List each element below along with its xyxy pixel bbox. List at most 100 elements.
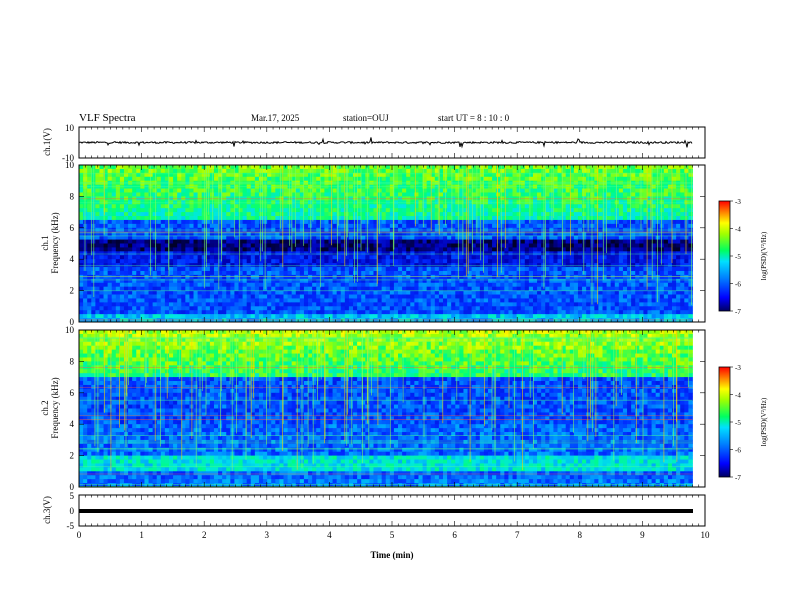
spectrogram-cell [471,208,477,213]
spectrogram-cell [479,219,485,225]
spectrogram-cell [136,192,141,197]
spectrogram-cell [684,172,689,178]
spectrogram-cell [209,212,215,217]
spectrogram-cell [111,231,117,237]
spectrogram-cell [561,259,567,264]
spectrogram-cell [410,192,415,197]
spectrogram-cell [83,274,88,280]
spectrogram-cell [627,255,632,260]
spectrogram-cell [160,263,166,268]
spectrogram-cell [107,239,113,244]
spectrogram-cell [283,212,288,217]
spectrogram-cell [222,208,227,213]
spectrogram-cell [181,188,186,193]
spectrogram-cell [561,180,567,186]
spectrogram-cell [545,282,550,288]
spectrogram-cell [647,180,652,186]
spectrogram-cell [610,235,616,240]
spectrogram-cell [267,286,272,292]
spectrogram-cell [115,290,121,295]
spectrogram-cell [254,239,260,244]
spectrogram-cell [357,278,362,284]
spectrogram-cell [357,212,362,217]
spectrogram-cell [226,200,231,205]
spectrogram-cell [414,263,419,268]
spectrogram-cell [447,188,452,193]
spectrogram-cell [667,219,673,225]
spectrogram-cell [512,290,518,295]
spectrogram-cell [594,192,599,197]
spectrogram-cell [516,188,522,193]
spectrogram-cell [140,188,145,193]
spectrogram-cell [103,235,109,240]
spectrogram-cell [537,274,542,280]
spectrogram-cell [164,239,170,244]
spectrogram-cell [443,278,448,284]
spectrogram-cell [140,200,145,205]
spectrogram-cell [631,176,636,182]
spectrogram-cell [618,274,624,280]
spectrogram-cell [308,180,313,186]
spectrogram-cell [209,219,215,225]
spectrogram-cell [291,243,297,248]
spectrogram-cell [549,223,554,229]
spectrogram-cell [496,278,501,284]
spectrogram-cell [373,223,378,229]
spectrogram-cell [230,251,235,256]
spectrogram-cell [308,290,313,295]
spectrogram-cell [471,192,477,197]
spectrogram-cell [541,172,546,178]
spectrogram-cell [369,235,374,240]
spectrogram-cell [271,235,276,240]
spectrogram-cell [373,243,378,248]
spectrogram-cell [308,204,313,209]
spectrogram-cell [353,263,358,268]
spectrogram-cell [246,286,252,292]
spectrogram-cell [185,278,190,284]
spectrogram-cell [500,290,505,295]
spectrogram-cell [667,204,673,209]
spectrogram-cell [275,259,280,264]
spectrogram-cell [492,168,497,174]
spectrogram-cell [238,282,243,288]
spectrogram-cell [185,231,190,237]
spectrogram-cell [295,168,301,174]
spectrogram-cell [181,294,186,299]
spectrogram-cell [271,180,276,186]
spectrogram-cell [344,286,350,292]
spectrogram-cell [406,255,411,260]
spectrogram-cell [275,270,280,276]
spectrogram-cell [606,263,612,268]
spectrogram-cell [569,243,575,248]
spectrogram-cell [209,286,215,292]
spectrogram-cell [218,286,223,292]
spectrogram-cell [586,239,591,244]
spectrogram-cell [631,259,636,264]
spectrogram-cell [193,274,199,280]
spectrogram-cell [500,219,505,225]
spectrogram-cell [614,274,620,280]
spectrogram-cell [271,168,276,174]
spectrogram-cell [344,204,350,209]
spectrogram-cell [573,290,579,295]
spectrogram-cell [193,216,199,221]
spectrogram-cell [389,204,395,209]
spectrogram-cell [504,270,509,276]
spectrogram-cell [103,172,109,178]
spectrogram-cell [463,200,468,205]
spectrogram-cell [643,243,648,248]
spectrogram-cell [308,168,313,174]
spectrogram-cell [532,176,538,182]
spectrogram-cell [663,208,669,213]
spectrogram-cell [430,263,436,268]
spectrogram-cell [577,192,583,197]
spectrogram-cell [622,247,628,252]
spectrogram-cell [565,255,571,260]
spectrogram-cell [287,286,293,292]
spectrogram-cell [418,251,423,256]
spectrogram-cell [107,235,113,240]
spectrogram-cell [455,208,460,213]
spectrogram-cell [565,278,571,284]
spectrogram-cell [500,216,505,221]
spectrogram-cell [643,239,648,244]
